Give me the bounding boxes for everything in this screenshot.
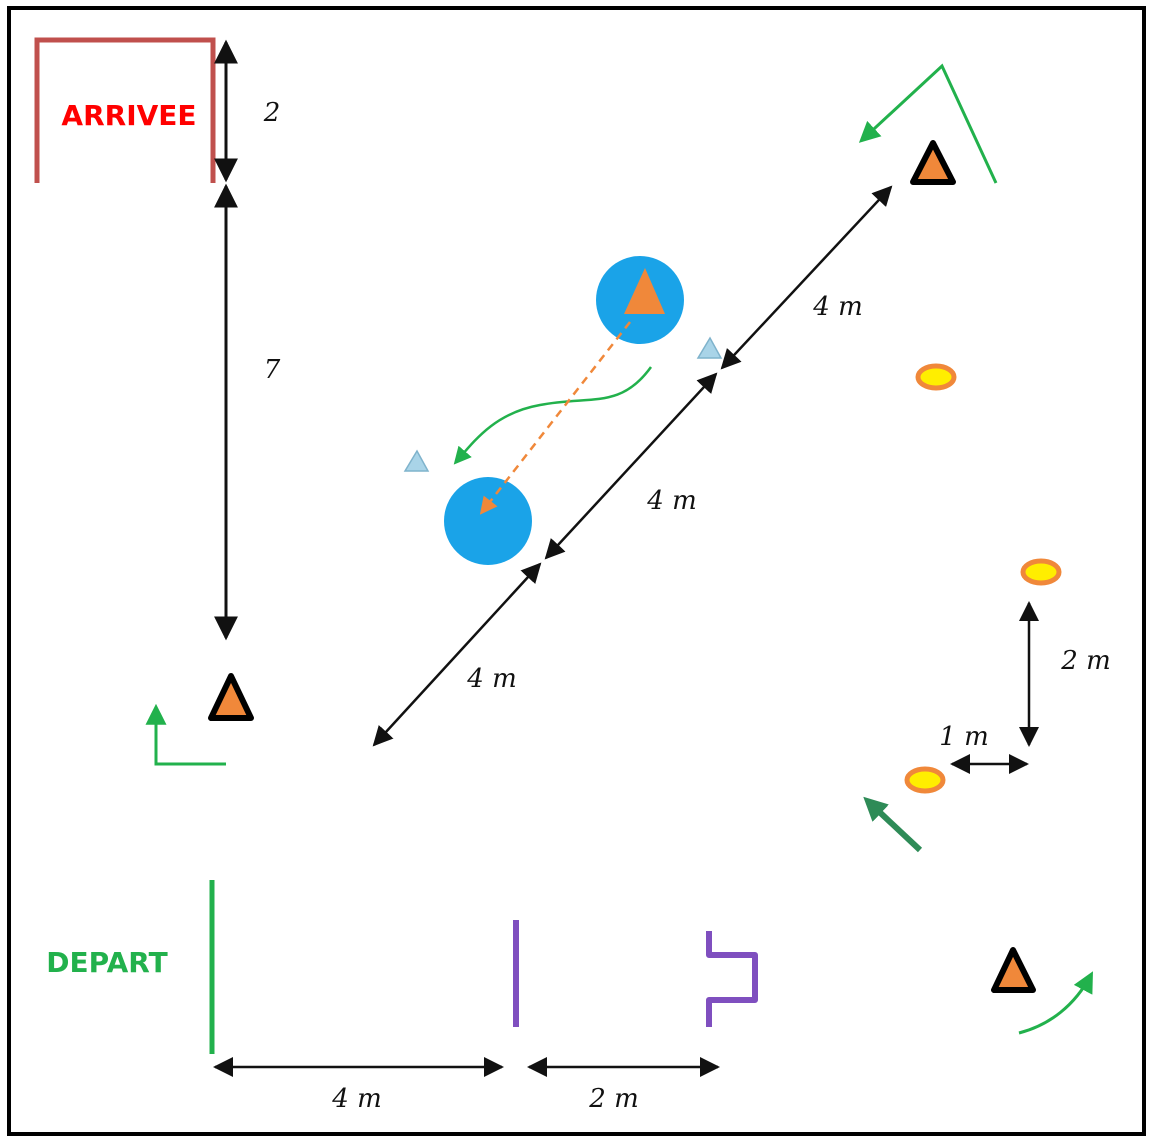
cone-left (208, 673, 254, 721)
pool-cone (624, 268, 665, 314)
dim-label-diag-middle: 4 m (646, 486, 696, 516)
path-arrow-left (145, 703, 226, 766)
path-arrow-top-right (858, 63, 998, 184)
dim-arrow-diag-upper (720, 185, 893, 370)
dim-arrow-diag-middle (544, 372, 718, 560)
dim-label-hurdle-step: 2 m (588, 1084, 638, 1114)
disc-2 (1020, 558, 1062, 586)
finish-label: ARRIVEE (61, 99, 196, 132)
dim-label-gate: 2 (263, 98, 281, 128)
dim-label-diag-lower: 4 m (466, 664, 516, 694)
disc-1 (915, 363, 957, 391)
dim-label-diag-upper: 4 m (812, 292, 862, 322)
marker-lower (403, 449, 430, 472)
marker-upper (696, 336, 723, 359)
pool-bottom (444, 477, 532, 565)
frame-border (7, 6, 1146, 1136)
dim-label-finish-cone: 7 (264, 355, 281, 385)
path-arrow-slalom (863, 796, 923, 853)
jump-arrow (479, 321, 631, 515)
dim-label-start-hurdle: 4 m (331, 1084, 381, 1114)
dim-label-discs-vertical: 2 m (1060, 646, 1110, 676)
step-obstacle (706, 931, 758, 1027)
cone-bottom-right (991, 947, 1036, 993)
start-label: DEPART (46, 946, 167, 979)
path-arrow-bottom-right (1018, 971, 1093, 1035)
cone-top-right (910, 140, 956, 185)
disc-3 (904, 766, 946, 794)
dim-arrow-diag-lower (372, 562, 542, 747)
dim-label-discs-horizontal: 1 m (939, 722, 988, 752)
finish-gate (34, 37, 216, 183)
